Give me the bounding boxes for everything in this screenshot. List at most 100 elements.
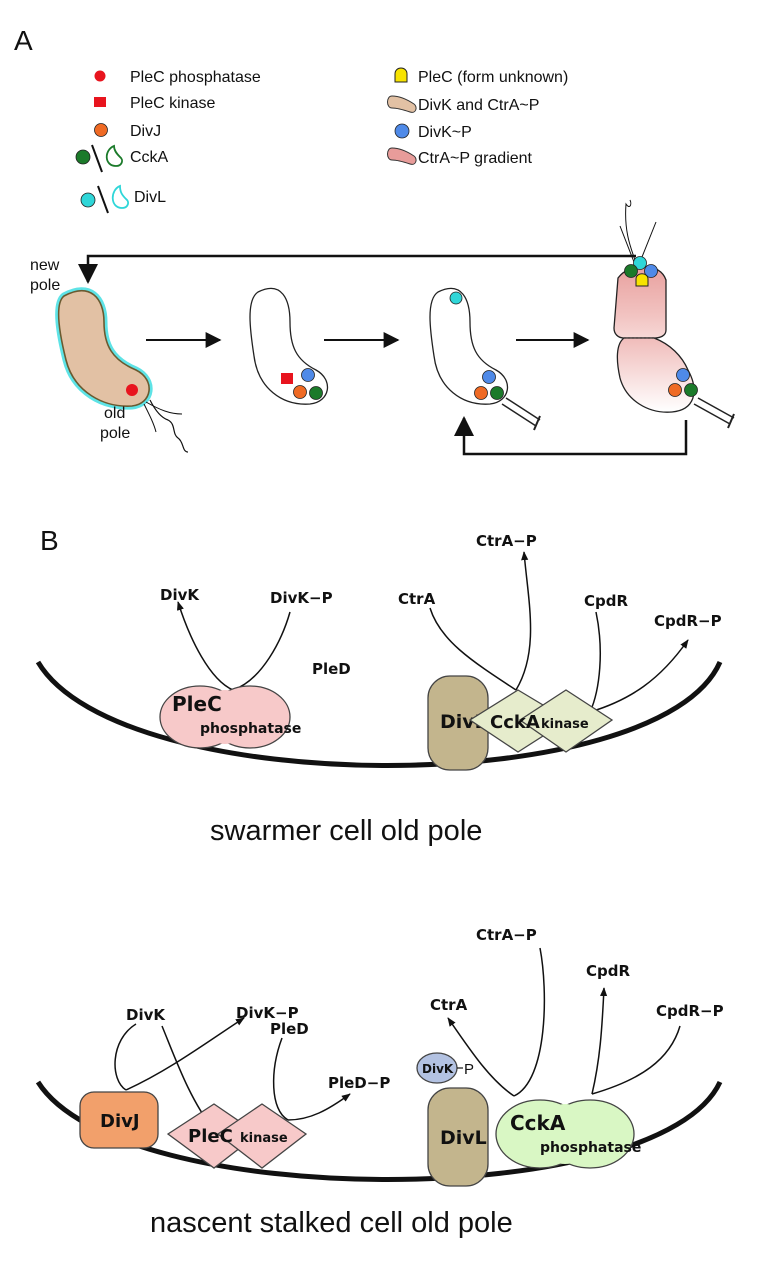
legend-divJ: DivJ — [130, 123, 161, 140]
swarmer-ctrA-p: CtrA−P — [476, 532, 537, 550]
legend-cckA: CckA — [130, 149, 169, 166]
legend-pleC-kinase: PleC kinase — [130, 95, 215, 112]
pleD-phosphorylation-arrow — [287, 1093, 351, 1121]
stalked-pleC-protein: PleC kinase — [166, 1103, 308, 1169]
pili-predivisional-1 — [619, 225, 635, 263]
divK-ctrA-swatch — [387, 95, 417, 113]
stalked-divJ-label: DivJ — [100, 1111, 140, 1132]
pleC-diamond-2 — [216, 1103, 308, 1169]
divL-marker — [449, 291, 463, 305]
holdfast — [533, 415, 541, 431]
cpdR-input-line — [589, 611, 602, 713]
legend-divK-p: DivK~P — [418, 124, 472, 141]
divJ-divK-line — [114, 1023, 137, 1091]
pleC-phosphatase-swatch — [94, 70, 106, 82]
legend-ctrA-gradient: CtrA~P gradient — [418, 150, 533, 167]
pleC-phosphatase-marker — [126, 384, 138, 396]
panel-b-label: B — [40, 525, 59, 556]
cell-stage-2 — [249, 287, 328, 405]
legend-divL: DivL — [134, 189, 166, 206]
swarmer-pleC-label: PleC — [172, 692, 222, 716]
ctrA-input-line — [429, 607, 517, 691]
cckA-marker-lower — [684, 383, 698, 397]
old-pole-label-1: old — [104, 405, 125, 422]
stalked-pleC-sub: kinase — [240, 1131, 288, 1146]
stalked-divK-p: DivK−P — [236, 1004, 299, 1022]
swarmer-cckA-protein: CckA kinase — [468, 689, 614, 753]
swarmer-membrane — [35, 660, 723, 768]
legend-divK-ctrA: DivK and CtrA~P — [418, 97, 539, 114]
swarmer-caption: swarmer cell old pole — [210, 815, 482, 847]
stalked-cpdR: CpdR — [586, 962, 630, 980]
stalked-pleD: PleD — [270, 1020, 309, 1038]
divK-p-marker — [301, 368, 315, 382]
stalked-cckA-label: CckA — [510, 1111, 566, 1135]
divJ-marker-lower — [668, 383, 682, 397]
swarmer-divK: DivK — [160, 586, 200, 604]
swarmer-cpdR: CpdR — [584, 592, 628, 610]
stalked-divK-bound: DivK — [422, 1062, 454, 1076]
divL-diffuse-swatch — [111, 184, 129, 209]
stalked-divK: DivK — [126, 1006, 166, 1024]
cpdR-dephosphorylation-arrow — [591, 987, 608, 1095]
stalked-divJ-pleC-reaction: DivK DivK−P PleD PleD−P DivJ PleC kinase — [79, 1004, 390, 1169]
swarmer-cpdR-p: CpdR−P — [654, 612, 722, 630]
divJ-marker — [474, 386, 488, 400]
swarmer-divK-p: DivK−P — [270, 589, 333, 607]
stalked-divK-bound-p: P — [464, 1061, 474, 1078]
cckA-marker — [490, 386, 504, 400]
pili-1 — [145, 401, 183, 415]
stalked-cckA-protein: CckA phosphatase — [495, 1099, 641, 1169]
divK-p-swatch — [394, 123, 410, 139]
divJ-marker — [293, 385, 307, 399]
stalked-ctrA-p: CtrA−P — [476, 926, 537, 944]
divJ-phosphorylation-arrow — [125, 1017, 245, 1091]
pleC-unknown-marker — [635, 273, 649, 287]
holdfast-predivisional — [727, 413, 735, 429]
swarmer-cckA-label: CckA — [490, 712, 540, 733]
pleC-kinase-marker — [281, 373, 293, 384]
swarmer-ctrA: CtrA — [398, 590, 436, 608]
cycle-return-arrow-top — [78, 254, 636, 284]
divK-p-input-line — [232, 611, 291, 691]
stalk-predivisional-a — [697, 397, 735, 419]
swarmer-pleD: PleD — [312, 660, 351, 678]
ctrA-phosphorylation-arrow — [515, 551, 532, 691]
legend-pleC-phosphatase: PleC phosphatase — [130, 69, 261, 86]
divJ-swatch — [94, 123, 108, 137]
cckA-marker — [309, 386, 323, 400]
ctrA-gradient-swatch — [387, 147, 417, 165]
cckA-lobe-joint — [539, 1104, 591, 1164]
divK-p-marker — [644, 264, 658, 278]
swarmer-pleC-sub: phosphatase — [200, 721, 301, 737]
new-pole-label-1: new — [30, 257, 60, 274]
divL-cylinder — [427, 1087, 489, 1187]
stalked-ctrA: CtrA — [430, 996, 468, 1014]
pili-2 — [143, 403, 157, 433]
stalk-outline-a — [505, 397, 541, 421]
cckA-localized-swatch — [75, 149, 91, 165]
new-pole-label-2: pole — [30, 277, 60, 294]
divJ-box — [79, 1091, 159, 1149]
stalked-divK-bound: DivK P — [416, 1052, 474, 1084]
cpdR-p-input-line — [591, 1025, 681, 1095]
divK-p-marker — [482, 370, 496, 384]
pleC-kinase-swatch — [94, 97, 106, 107]
cckA-diamond-2 — [518, 689, 614, 753]
stalked-cckA-sub: phosphatase — [540, 1140, 641, 1156]
pleC-lobe-joint — [201, 690, 249, 744]
cckA-diffuse-swatch — [105, 144, 123, 167]
flagellum — [149, 399, 189, 453]
stalked-divJ-protein: DivJ — [79, 1091, 159, 1149]
cckA-divider — [91, 144, 103, 173]
cpdR-phosphorylation-arrow — [589, 639, 689, 713]
legend: PleC phosphatase PleC kinase DivJ CckA D… — [75, 67, 568, 214]
stalked-pleC-label: PleC — [188, 1126, 233, 1147]
swarmer-cckA-sub: kinase — [541, 717, 589, 732]
divL-localized-swatch — [80, 192, 96, 208]
cell-swarmer — [55, 287, 189, 453]
divK-p-marker-lower — [676, 368, 690, 382]
cell-predivisional — [613, 199, 735, 429]
legend-pleC-unknown: PleC (form unknown) — [418, 69, 568, 86]
